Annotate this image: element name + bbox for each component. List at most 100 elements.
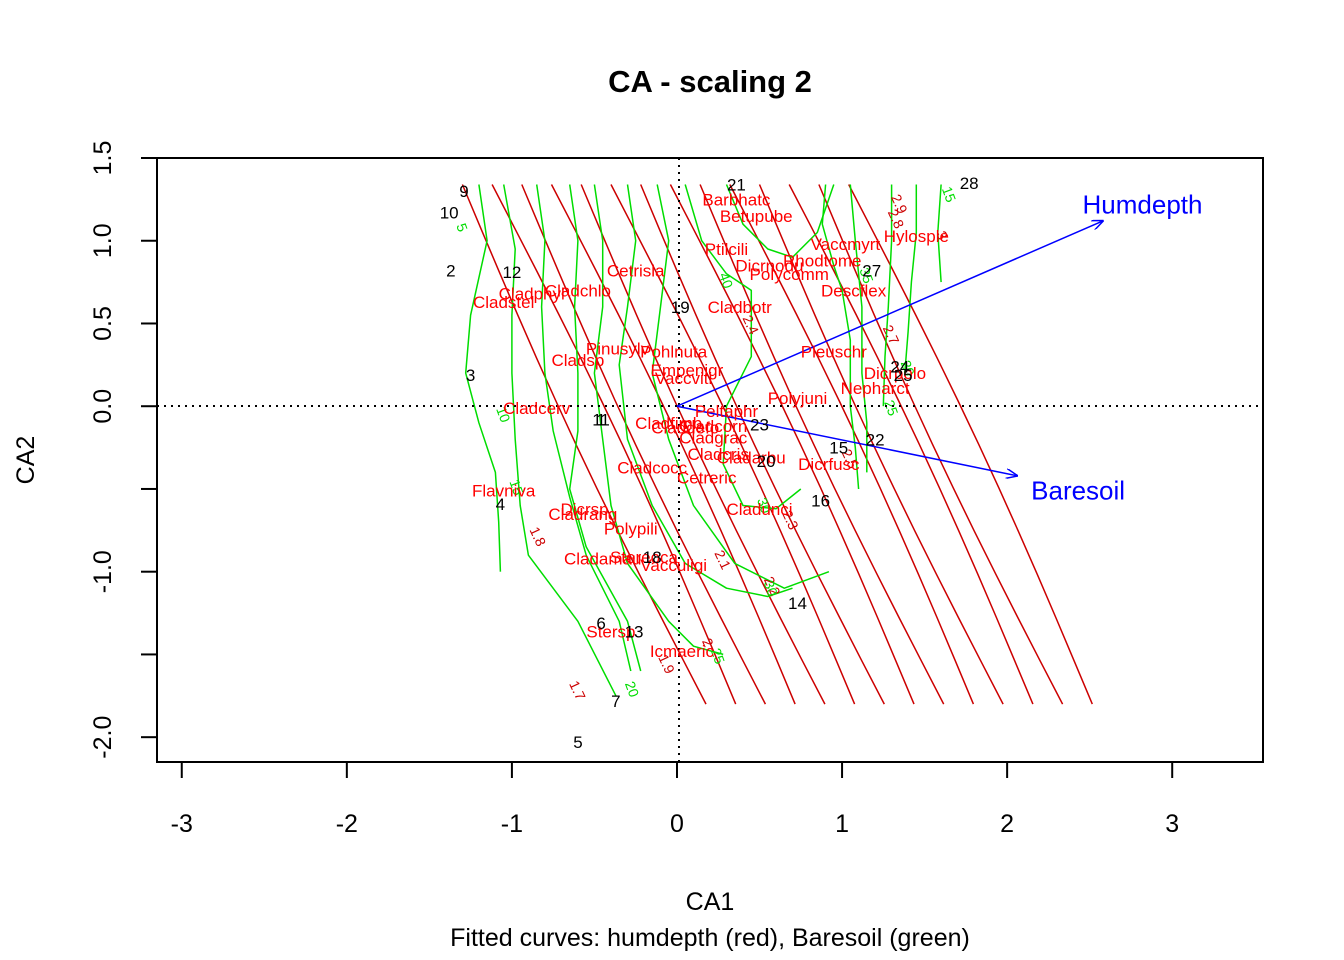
site-label: 23 [750, 415, 769, 434]
site-labels: 1234567910111213141516181920212223242527… [440, 174, 979, 752]
species-label: Claddefo [651, 419, 719, 438]
species-label: Dicrpolo [864, 364, 926, 383]
species-label: Cladfimb [635, 414, 702, 433]
species-label: Vaccviti [655, 369, 712, 388]
humdepth-curve [848, 184, 1093, 705]
site-label: 24 [890, 358, 909, 377]
site-label: 9 [459, 182, 468, 201]
species-label: Betupube [720, 207, 793, 226]
species-label: Flavniva [472, 482, 536, 501]
site-label: 11 [592, 410, 610, 429]
y-axis: -2.0 -1.0 0.0 0.5 1.0 1.5 [89, 141, 158, 759]
species-label: Pohlnuta [640, 343, 708, 362]
species-label: Icmaeric [650, 642, 715, 661]
species-label: Polypili [604, 520, 658, 539]
site-label: 5 [573, 733, 582, 752]
arrow-label-baresoil: Baresoil [1031, 476, 1125, 506]
humdepth-contour-label: 1.7 [566, 678, 589, 703]
x-tick-label: 2 [1000, 810, 1014, 838]
baresoil-curve [725, 184, 835, 259]
species-label: Cladcocc [617, 458, 687, 477]
species-label: Cetrisla [607, 262, 665, 281]
humdepth-contour-label: 2.5 [839, 447, 862, 472]
baresoil-curve [568, 184, 642, 672]
site-label: 3 [466, 366, 475, 385]
x-axis-label: CA1 [686, 888, 735, 916]
species-label: Cladcerv [503, 399, 571, 418]
humdepth-contour-label: 1.9 [655, 652, 678, 677]
x-tick-label: -3 [171, 810, 193, 838]
x-tick-label: 1 [835, 810, 849, 838]
species-label: Cladcris [688, 445, 749, 464]
species-label: Polyjuni [768, 389, 828, 408]
species-label: Peltaphr [695, 402, 759, 421]
species-label: Cladamau [564, 549, 642, 568]
humdepth-curve [610, 184, 856, 705]
humdepth-curve [758, 184, 1004, 705]
humdepth-curve [788, 184, 1034, 705]
site-label: 1 [596, 410, 605, 429]
baresoil-curve [618, 184, 793, 598]
species-label: Stereoca [610, 548, 679, 567]
y-tick-label: -2.0 [89, 716, 117, 759]
site-label: 14 [788, 594, 807, 613]
baresoil-fitted-curves [464, 184, 942, 697]
arrow-humdepth [676, 221, 1103, 407]
species-label: Pinusylv [586, 339, 650, 358]
site-label: 27 [862, 262, 881, 281]
humdepth-contour-label: 2.2 [761, 574, 784, 599]
site-label: 28 [960, 174, 979, 193]
species-label: Cladchlo [545, 281, 611, 300]
species-label: Cladcorn [679, 417, 747, 436]
humdepth-curve [818, 184, 1064, 705]
species-label: Barbhatc [702, 190, 771, 209]
x-tick-label: -2 [336, 810, 358, 838]
humdepth-curve [461, 184, 707, 705]
humdepth-contour-label: 2.7 [880, 322, 903, 347]
baresoil-contour-label: 35 [856, 265, 876, 285]
site-label: 10 [440, 204, 459, 223]
site-label: 7 [611, 692, 620, 711]
species-label: Pleuschr [801, 343, 867, 362]
baresoil-contour-label: 30 [754, 495, 774, 515]
site-label: 12 [502, 263, 521, 282]
humdepth-curve [521, 184, 767, 705]
baresoil-curve [651, 184, 830, 589]
chart-title: CA - scaling 2 [608, 64, 812, 99]
humdepth-fitted-curves [461, 184, 1093, 705]
baresoil-contour-label: 20 [622, 679, 642, 699]
species-label: Cladstel [473, 293, 534, 312]
species-label: Cladphyl [499, 285, 565, 304]
species-label: Cladarbu [717, 449, 786, 468]
humdepth-curve [580, 184, 826, 705]
baresoil-curve [464, 184, 502, 572]
chart-subtitle: Fitted curves: humdepth (red), Baresoil … [450, 924, 970, 952]
species-label: Stersp [586, 622, 635, 641]
humdepth-curve [491, 184, 737, 705]
humdepth-contour-label: 2.3 [779, 508, 802, 533]
site-label: 21 [727, 175, 746, 194]
species-label: Dicrfusc [798, 455, 860, 474]
species-label: Descflex [821, 281, 887, 300]
species-label: Cladgrac [679, 429, 748, 448]
baresoil-curve [684, 184, 802, 510]
x-tick-label: -1 [501, 810, 523, 838]
baresoil-curve [593, 184, 724, 656]
baresoil-curve [535, 184, 632, 672]
y-tick-label: 0.5 [89, 306, 117, 341]
humdepth-curve [699, 184, 945, 705]
x-tick-label: 3 [1165, 810, 1179, 838]
arrow-label-humdepth: Humdepth [1083, 189, 1203, 219]
humdepth-contour-label: 2.9 [888, 192, 911, 217]
baresoil-contour-label: 15 [506, 477, 526, 497]
baresoil-curve [904, 184, 918, 374]
y-tick-label: -1.0 [89, 550, 117, 593]
y-tick-label: 1.0 [89, 223, 117, 258]
x-tick-label: 0 [670, 810, 684, 838]
humdepth-curve [669, 184, 915, 705]
humdepth-curve [640, 184, 885, 705]
site-label: 16 [811, 492, 830, 511]
humdepth-contour-label: 1.8 [527, 524, 550, 549]
